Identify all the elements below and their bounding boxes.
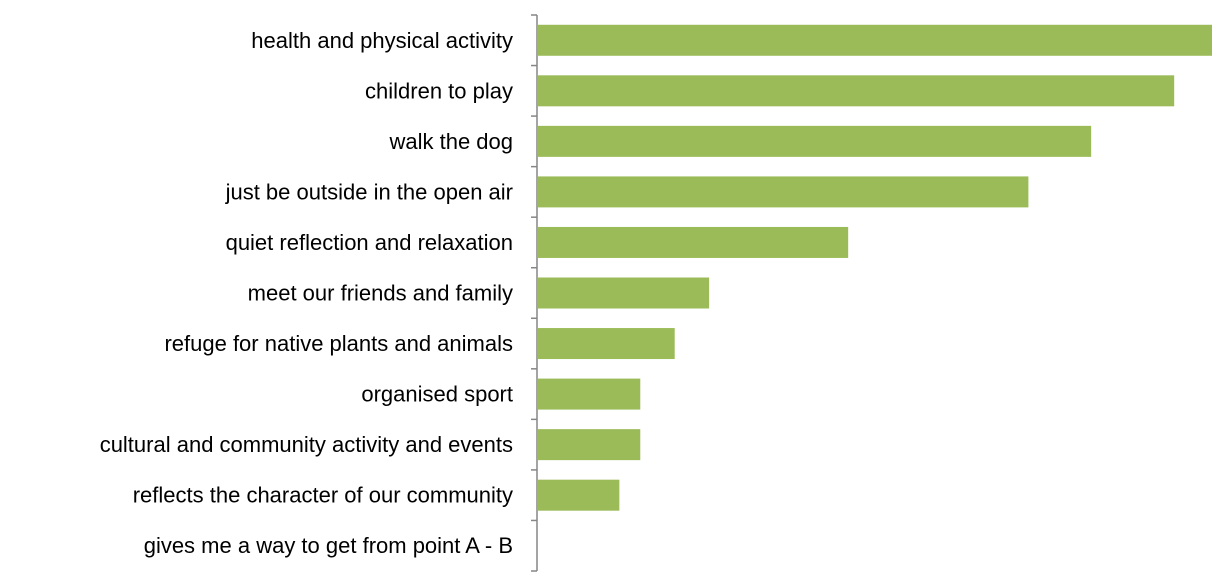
bar [538,125,1092,157]
bar [538,378,641,410]
category-label: just be outside in the open air [225,179,513,204]
bar [538,75,1175,107]
bar [538,328,675,360]
category-axis [531,14,538,572]
category-label: meet our friends and family [248,281,513,306]
category-label: cultural and community activity and even… [100,432,513,457]
bar [538,277,710,309]
bar [538,429,641,461]
bar [538,226,849,258]
category-label: gives me a way to get from point A - B [144,533,513,558]
category-label: health and physical activity [251,28,513,53]
bars [538,24,1212,511]
bar [538,24,1212,56]
category-label: organised sport [361,382,513,407]
category-label: walk the dog [388,129,513,154]
category-label: refuge for native plants and animals [164,331,513,356]
category-label: reflects the character of our community [133,483,513,508]
bar [538,176,1029,208]
bar [538,479,620,511]
category-label: quiet reflection and relaxation [226,230,513,255]
category-label: children to play [365,78,513,103]
category-labels: health and physical activity children to … [100,28,513,558]
